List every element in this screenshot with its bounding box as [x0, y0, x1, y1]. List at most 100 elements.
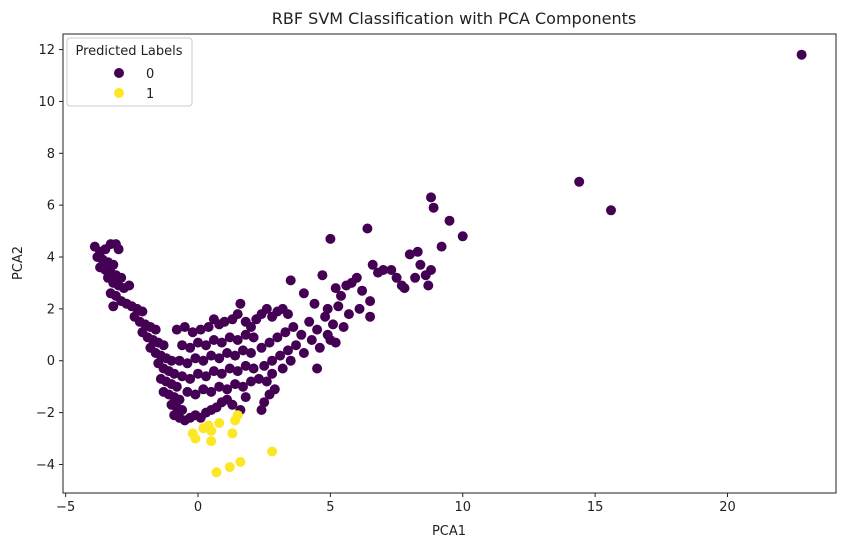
data-point-class-0 — [412, 246, 423, 257]
data-point-class-0 — [343, 309, 354, 320]
data-point-class-1 — [190, 433, 201, 444]
legend: Predicted Labels 0 1 — [66, 37, 193, 107]
data-point-class-0 — [320, 311, 331, 322]
data-point-class-0 — [325, 233, 336, 244]
data-point-class-1 — [224, 462, 235, 473]
data-point-class-0 — [232, 366, 243, 377]
data-point-class-0 — [158, 340, 169, 351]
data-point-class-0 — [193, 337, 203, 348]
data-point-class-0 — [177, 340, 188, 351]
data-point-class-0 — [222, 348, 233, 358]
data-point-class-0 — [283, 345, 293, 356]
data-point-class-0 — [423, 280, 434, 291]
data-point-class-0 — [304, 316, 315, 327]
data-point-class-0 — [108, 301, 119, 312]
data-point-class-0 — [214, 353, 225, 364]
data-point-class-0 — [378, 265, 389, 275]
data-point-class-0 — [232, 309, 243, 320]
data-point-class-0 — [362, 223, 373, 234]
data-point-class-0 — [336, 290, 346, 301]
data-point-class-0 — [179, 322, 190, 332]
data-point-class-0 — [227, 399, 238, 410]
data-point-class-0 — [386, 265, 397, 275]
data-point-class-0 — [288, 322, 299, 332]
data-point-class-0 — [365, 311, 376, 322]
data-point-class-0 — [182, 386, 193, 397]
data-point-class-0 — [235, 298, 246, 309]
x-tick-label: 0 — [194, 500, 202, 515]
chart-title: RBF SVM Classification with PCA Componen… — [272, 9, 636, 28]
data-point-class-0 — [124, 280, 135, 291]
data-point-class-0 — [214, 381, 225, 392]
data-point-class-0 — [232, 335, 243, 345]
data-point-class-0 — [185, 342, 196, 353]
data-point-class-0 — [261, 376, 272, 387]
data-point-class-0 — [333, 301, 344, 312]
data-point-class-0 — [354, 303, 365, 314]
data-point-class-0 — [367, 259, 378, 270]
data-point-class-0 — [195, 324, 206, 335]
data-point-class-0 — [330, 283, 341, 294]
x-tick-label: 5 — [326, 500, 334, 515]
data-point-class-0 — [108, 259, 119, 270]
data-point-class-0 — [428, 202, 439, 213]
data-point-class-0 — [216, 337, 227, 348]
data-point-class-0 — [203, 322, 214, 332]
data-point-class-0 — [240, 329, 251, 340]
data-point-class-0 — [365, 296, 376, 307]
data-point-class-0 — [248, 332, 259, 343]
data-point-class-0 — [198, 355, 209, 366]
data-point-class-0 — [796, 49, 807, 60]
data-point-class-0 — [150, 324, 161, 335]
data-point-class-0 — [248, 363, 259, 374]
data-point-class-0 — [264, 389, 275, 400]
data-point-class-0 — [399, 283, 410, 294]
data-point-class-0 — [277, 363, 288, 374]
data-point-class-0 — [436, 241, 447, 252]
data-point-class-0 — [113, 244, 124, 255]
data-point-class-0 — [206, 350, 217, 361]
data-point-class-0 — [193, 368, 203, 379]
data-point-class-0 — [267, 355, 278, 366]
data-point-class-0 — [283, 309, 293, 320]
data-point-class-0 — [325, 335, 336, 345]
plot-points — [89, 49, 807, 478]
data-point-class-0 — [246, 348, 256, 358]
data-point-class-0 — [357, 285, 368, 296]
data-point-class-0 — [306, 335, 317, 345]
data-point-class-0 — [185, 373, 196, 384]
data-point-class-0 — [171, 381, 182, 392]
data-point-class-0 — [246, 376, 256, 387]
x-axis-title: PCA1 — [432, 524, 466, 539]
data-point-class-0 — [174, 394, 185, 405]
y-axis-title: PCA2 — [11, 246, 26, 280]
data-point-class-0 — [253, 373, 264, 384]
y-tick-label: −4 — [36, 458, 55, 473]
data-point-class-1 — [206, 436, 217, 447]
data-point-class-0 — [309, 298, 320, 309]
data-point-class-0 — [224, 332, 235, 343]
data-point-class-0 — [201, 371, 211, 382]
data-point-class-0 — [246, 322, 256, 332]
y-tick-label: 2 — [47, 302, 55, 317]
data-point-class-0 — [256, 405, 267, 415]
y-tick-label: 4 — [47, 251, 55, 266]
data-point-class-0 — [291, 340, 301, 351]
data-point-class-0 — [351, 272, 362, 283]
data-point-class-0 — [240, 360, 251, 371]
data-point-class-0 — [116, 272, 127, 283]
y-tick-label: 6 — [47, 199, 55, 214]
data-point-class-0 — [166, 355, 177, 366]
data-point-class-0 — [190, 353, 201, 364]
data-point-class-0 — [296, 329, 307, 340]
data-point-class-0 — [238, 345, 248, 356]
data-point-class-0 — [206, 386, 217, 397]
data-point-class-0 — [426, 265, 436, 275]
data-point-class-0 — [177, 405, 188, 415]
data-point-class-0 — [285, 275, 296, 286]
data-point-class-0 — [275, 350, 286, 361]
data-point-class-0 — [328, 319, 338, 330]
data-point-class-0 — [259, 360, 270, 371]
y-axis: −4 −2 0 2 4 6 8 10 12 — [36, 43, 63, 473]
